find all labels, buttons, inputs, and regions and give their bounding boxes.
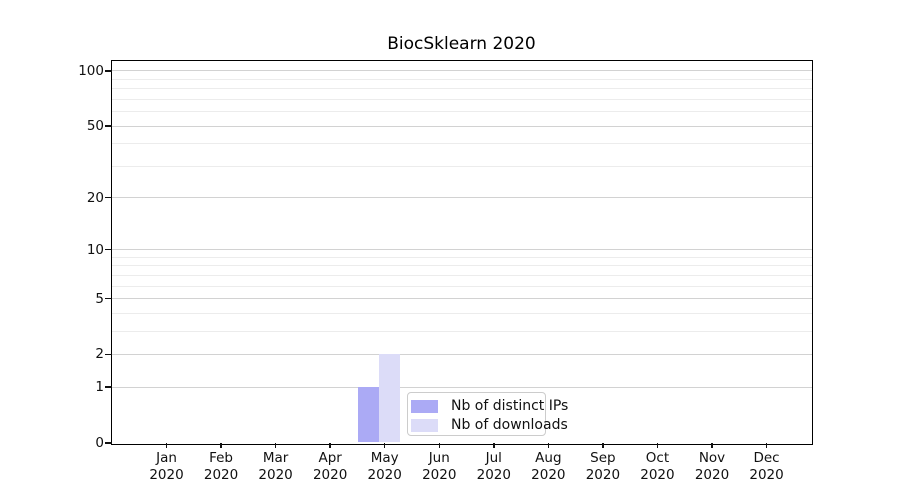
x-tick-mark <box>493 443 495 448</box>
y-tick-mark <box>105 442 112 444</box>
x-tick-label: Oct 2020 <box>622 450 692 484</box>
y-tick-label: 20 <box>86 189 104 206</box>
minor-gridline <box>111 111 812 113</box>
bar-downloads-may <box>379 353 401 443</box>
x-tick-label-line: Apr <box>318 450 342 466</box>
x-tick-label-line: 2020 <box>476 467 511 483</box>
x-tick-label-line: Jan <box>156 450 177 466</box>
x-tick-label: Apr 2020 <box>295 450 365 484</box>
minor-gridline <box>111 143 812 145</box>
chart-title: BiocSklearn 2020 <box>387 34 536 54</box>
y-tick-label: 1 <box>95 379 104 396</box>
x-tick-label: Jun 2020 <box>404 450 474 484</box>
x-tick-mark <box>765 443 768 448</box>
x-tick-mark <box>711 443 713 448</box>
x-tick-label-line: 2020 <box>422 467 457 483</box>
major-gridline <box>111 70 812 72</box>
x-tick-mark <box>165 443 168 448</box>
x-tick-label-line: 2020 <box>749 467 784 483</box>
y-tick-label: 5 <box>95 290 104 307</box>
y-tick-label: 2 <box>95 346 104 363</box>
y-tick-label: 100 <box>78 62 104 79</box>
major-gridline <box>111 197 812 199</box>
x-tick-label-line: 2020 <box>367 467 402 483</box>
y-tick-label: 50 <box>86 118 104 135</box>
bar-distinct-ips-may <box>358 386 380 443</box>
x-tick-label-line: Jul <box>485 450 502 466</box>
minor-gridline <box>111 312 812 314</box>
legend-swatch-downloads-icon <box>411 418 438 432</box>
x-tick-mark <box>274 443 277 448</box>
minor-gridline <box>111 165 812 167</box>
y-tick-mark <box>105 386 112 388</box>
x-tick-mark <box>438 443 440 448</box>
minor-gridline <box>111 78 812 80</box>
major-gridline <box>111 125 812 127</box>
x-tick-label: Sep 2020 <box>568 450 638 484</box>
major-gridline <box>111 249 812 251</box>
y-tick-mark <box>105 196 112 199</box>
legend-swatch-distinct-ips-icon <box>411 399 438 413</box>
legend-item-distinct-ips: Nb of distinct IPs <box>411 397 568 415</box>
x-tick-label-line: Jun <box>428 450 450 466</box>
x-tick-label-line: Nov <box>698 450 726 466</box>
x-tick-label-line: 2020 <box>203 467 239 483</box>
x-tick-mark <box>547 443 550 448</box>
minor-gridline <box>111 330 812 332</box>
legend-label-downloads: Nb of downloads <box>451 417 568 433</box>
x-tick-label-line: 2020 <box>149 467 184 483</box>
x-tick-label-line: May <box>370 450 399 466</box>
x-tick-label: Mar 2020 <box>241 450 311 484</box>
x-tick-label-line: 2020 <box>258 467 293 483</box>
y-tick-mark <box>105 297 112 300</box>
x-tick-label-line: Sep <box>590 450 616 466</box>
y-tick-mark <box>105 248 112 251</box>
x-tick-label: Jul 2020 <box>459 450 529 484</box>
x-tick-mark <box>656 443 659 448</box>
minor-gridline <box>111 98 812 100</box>
major-gridline <box>111 353 812 355</box>
major-gridline <box>111 386 812 388</box>
x-tick-label-line: 2020 <box>531 467 566 483</box>
x-tick-label: Aug 2020 <box>513 450 583 484</box>
x-tick-label: Dec 2020 <box>732 450 802 484</box>
x-tick-label-line: Mar <box>262 450 289 466</box>
major-gridline <box>111 298 812 300</box>
y-tick-label: 0 <box>95 435 104 451</box>
x-tick-label-line: Oct <box>645 450 670 466</box>
x-tick-label-line: 2020 <box>694 467 730 483</box>
x-tick-label-line: 2020 <box>640 467 675 483</box>
x-tick-mark <box>329 443 331 448</box>
x-tick-mark <box>220 443 222 448</box>
x-tick-label-line: Aug <box>535 450 562 466</box>
legend-label-distinct-ips: Nb of distinct IPs <box>451 398 569 414</box>
minor-gridline <box>111 265 812 267</box>
x-tick-label-line: Feb <box>209 450 233 466</box>
y-tick-mark <box>105 125 112 127</box>
legend-item-downloads: Nb of downloads <box>411 416 568 434</box>
minor-gridline <box>111 274 812 276</box>
y-tick-mark <box>105 70 112 72</box>
x-tick-label-line: 2020 <box>312 467 348 483</box>
x-tick-mark <box>602 443 604 448</box>
x-tick-mark <box>383 443 386 448</box>
plot-area <box>110 59 813 445</box>
y-tick-mark <box>105 353 112 356</box>
x-tick-label: Feb 2020 <box>186 450 256 484</box>
y-tick-label: 10 <box>86 241 104 258</box>
x-tick-label: Jan 2020 <box>132 450 202 484</box>
minor-gridline <box>111 88 812 90</box>
minor-gridline <box>111 256 812 258</box>
x-tick-label: May 2020 <box>350 450 420 484</box>
legend: Nb of distinct IPs Nb of downloads <box>407 392 568 436</box>
x-tick-label-line: Dec <box>753 450 780 466</box>
x-tick-label-line: 2020 <box>585 467 621 483</box>
minor-gridline <box>111 285 812 287</box>
x-tick-label: Nov 2020 <box>677 450 747 484</box>
